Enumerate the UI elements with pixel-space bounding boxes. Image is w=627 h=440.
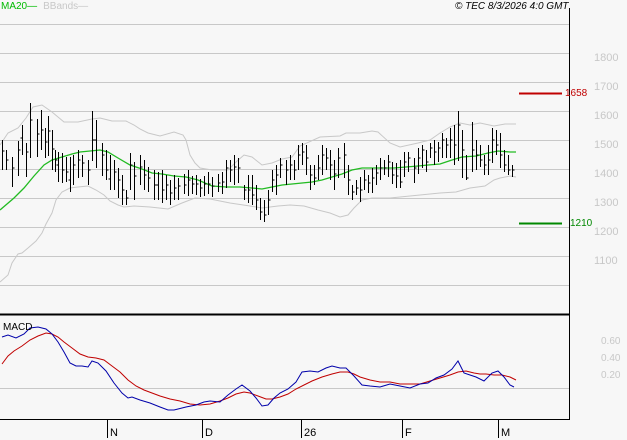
ma20-line (0, 149, 516, 211)
bbands-upper (0, 104, 516, 171)
y-tick-label: 1600 (594, 110, 619, 122)
legend-ma20: MA20— (1, 1, 38, 12)
y-tick-label: 1200 (594, 226, 619, 238)
y-tick-label: 1300 (594, 197, 619, 209)
x-axis-ticks (107, 420, 499, 438)
y-tick-label: 1500 (594, 139, 619, 151)
macd-y-tick-label: 0.40 (601, 353, 621, 364)
y-tick-label: 1400 (594, 168, 619, 180)
macd-y-tick-label: 0.20 (601, 370, 621, 381)
y-tick-label: 1100 (594, 255, 618, 267)
macd-panel-title: MACD (3, 322, 33, 333)
x-tick-label: 26 (304, 427, 317, 439)
x-tick-label: M (501, 427, 511, 439)
support-level-label: 1210 (570, 218, 593, 229)
macd-y-tick-label: 0.60 (601, 336, 621, 347)
price-bars (2, 103, 515, 222)
macd-line (1, 326, 515, 411)
x-tick-label: F (405, 427, 412, 439)
chart-legend: MA20— BBands— (1, 1, 88, 12)
macd-signal-line (1, 332, 517, 406)
legend-bbands: BBands— (43, 1, 89, 12)
bbands-lower (0, 175, 517, 283)
price-gridlines (0, 24, 569, 286)
y-tick-label: 1800 (594, 52, 619, 64)
y-tick-label: 1700 (594, 81, 619, 93)
resistance-level-label: 1658 (565, 88, 588, 99)
x-tick-label: D (205, 427, 213, 439)
copyright-timestamp: © TEC 8/3/2026 4:0 GMT (455, 1, 569, 12)
x-tick-label: N (110, 427, 118, 439)
